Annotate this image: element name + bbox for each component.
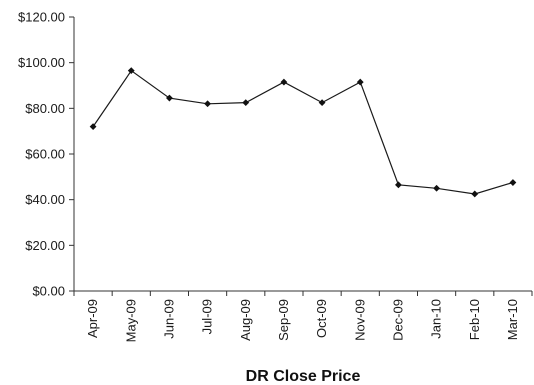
data-point-marker [509, 179, 517, 186]
data-point-marker [280, 78, 288, 86]
y-tick-label: $120.00 [18, 10, 65, 25]
x-tick-label: Apr-09 [85, 299, 100, 338]
y-tick-label: $20.00 [25, 238, 65, 253]
data-point-marker [356, 78, 364, 86]
data-point-marker [204, 100, 211, 108]
x-tick-label: Jun-09 [161, 299, 176, 339]
x-tick-label: Jul-09 [200, 299, 215, 334]
x-tick-label: Dec-09 [390, 299, 405, 341]
y-tick-label: $0.00 [32, 284, 65, 299]
y-axis: $0.00 $20.00 $40.00 $60.00 $80.00 $100.00 $120… [18, 10, 75, 299]
data-point-marker [242, 99, 250, 107]
data-point-marker [89, 123, 97, 130]
x-tick-label: Sep-09 [276, 299, 291, 341]
x-tick-label: Aug-09 [238, 299, 253, 341]
y-tick-label: $40.00 [25, 192, 65, 207]
x-tick-label: Nov-09 [352, 299, 367, 341]
x-tick-label: May-09 [123, 299, 138, 342]
x-axis: Apr-09 May-09 Jun-09 Jul-09 Aug-09 Sep-09 Oct-… [73, 290, 533, 342]
x-tick-label: Feb-10 [467, 299, 482, 340]
data-point-marker [471, 190, 479, 198]
data-point-marker [127, 67, 135, 75]
series-line [92, 69, 514, 195]
y-tick-label: $60.00 [25, 147, 65, 162]
data-point-marker [166, 94, 173, 102]
data-point-marker [318, 99, 326, 107]
series-group [89, 67, 517, 198]
data-point-marker [433, 184, 440, 192]
y-tick-label: $100.00 [18, 55, 65, 70]
data-point-marker [395, 181, 402, 189]
x-tick-label: Oct-09 [314, 299, 329, 338]
x-tick-label: Jan-10 [429, 299, 444, 339]
x-tick-label: Mar-10 [505, 299, 520, 340]
y-tick-label: $80.00 [25, 101, 65, 116]
x-axis-title: DR Close Price [246, 368, 361, 385]
